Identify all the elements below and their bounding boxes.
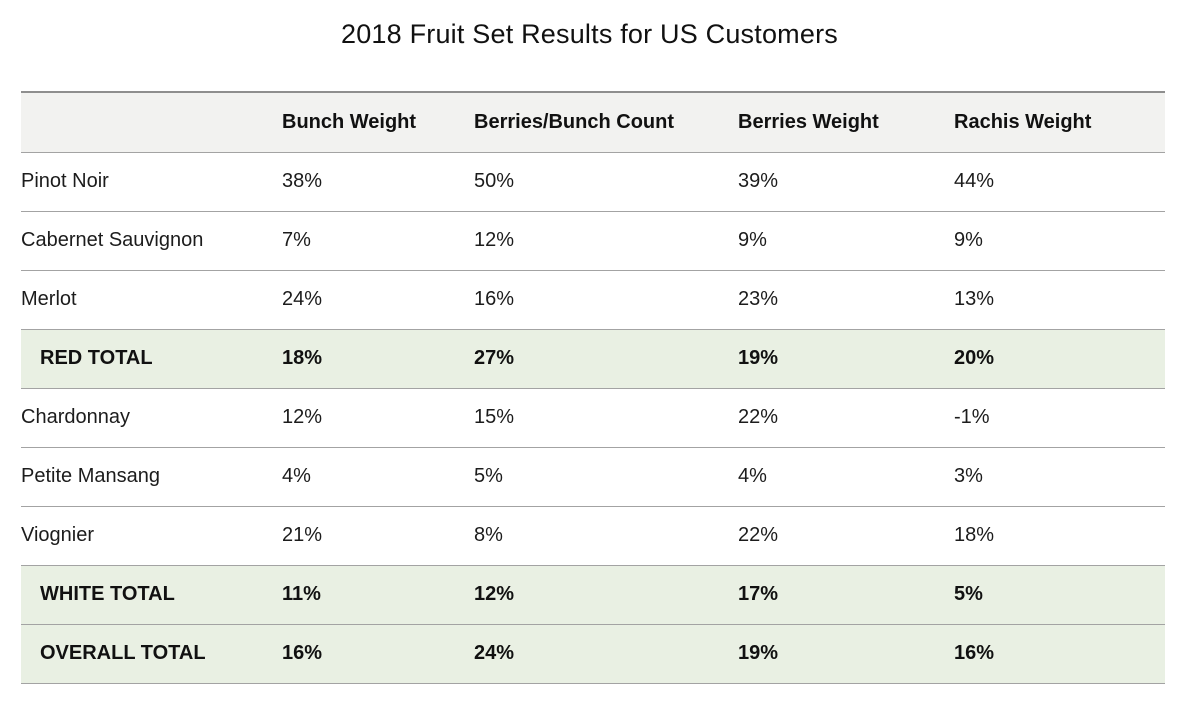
- value-cell: 4%: [738, 447, 954, 507]
- value-cell: 12%: [474, 211, 738, 271]
- value-cell: 13%: [954, 270, 1165, 330]
- value-cell: 38%: [282, 152, 474, 212]
- value-cell: 16%: [474, 270, 738, 330]
- table-row: Merlot 24% 16% 23% 13%: [21, 270, 1165, 330]
- row-label: Petite Mansang: [21, 447, 282, 507]
- row-label: Chardonnay: [21, 388, 282, 448]
- value-cell: 17%: [738, 565, 954, 625]
- table-header-row: Bunch Weight Berries/Bunch Count Berries…: [21, 91, 1165, 153]
- value-cell: 8%: [474, 506, 738, 566]
- value-cell: 18%: [282, 329, 474, 389]
- results-table: Bunch Weight Berries/Bunch Count Berries…: [21, 91, 1165, 684]
- value-cell: 4%: [282, 447, 474, 507]
- value-cell: 50%: [474, 152, 738, 212]
- row-label: Cabernet Sauvignon: [21, 211, 282, 271]
- value-cell: 12%: [282, 388, 474, 448]
- value-cell: 22%: [738, 506, 954, 566]
- value-cell: 24%: [282, 270, 474, 330]
- row-label: RED TOTAL: [21, 329, 282, 389]
- row-label: Viognier: [21, 506, 282, 566]
- value-cell: 23%: [738, 270, 954, 330]
- row-label: Merlot: [21, 270, 282, 330]
- value-cell: 27%: [474, 329, 738, 389]
- value-cell: 39%: [738, 152, 954, 212]
- row-label: OVERALL TOTAL: [21, 624, 282, 684]
- table-body: Pinot Noir 38% 50% 39% 44% Cabernet Sauvignon…: [21, 152, 1165, 684]
- value-cell: 19%: [738, 329, 954, 389]
- value-cell: 20%: [954, 329, 1165, 389]
- value-cell: 7%: [282, 211, 474, 271]
- value-cell: 16%: [282, 624, 474, 684]
- value-cell: 3%: [954, 447, 1165, 507]
- column-header-berries-bunch-count: Berries/Bunch Count: [474, 91, 738, 153]
- column-header-bunch-weight: Bunch Weight: [282, 91, 474, 153]
- page-title: 2018 Fruit Set Results for US Customers: [341, 19, 838, 49]
- value-cell: 12%: [474, 565, 738, 625]
- total-row: RED TOTAL 18% 27% 19% 20%: [21, 329, 1165, 389]
- table-row: Petite Mansang 4% 5% 4% 3%: [21, 447, 1165, 507]
- value-cell: 19%: [738, 624, 954, 684]
- total-row: WHITE TOTAL 11% 12% 17% 5%: [21, 565, 1165, 625]
- column-header-rachis-weight: Rachis Weight: [954, 91, 1165, 153]
- table-row: Cabernet Sauvignon 7% 12% 9% 9%: [21, 211, 1165, 271]
- table-row: Pinot Noir 38% 50% 39% 44%: [21, 152, 1165, 212]
- value-cell: 22%: [738, 388, 954, 448]
- column-header-variety: [21, 91, 282, 153]
- value-cell: 21%: [282, 506, 474, 566]
- value-cell: 16%: [954, 624, 1165, 684]
- value-cell: 5%: [954, 565, 1165, 625]
- value-cell: 24%: [474, 624, 738, 684]
- value-cell: 5%: [474, 447, 738, 507]
- value-cell: 9%: [954, 211, 1165, 271]
- value-cell: -1%: [954, 388, 1165, 448]
- value-cell: 11%: [282, 565, 474, 625]
- value-cell: 9%: [738, 211, 954, 271]
- value-cell: 44%: [954, 152, 1165, 212]
- table-row: Viognier 21% 8% 22% 18%: [21, 506, 1165, 566]
- row-label: Pinot Noir: [21, 152, 282, 212]
- table-row: Chardonnay 12% 15% 22% -1%: [21, 388, 1165, 448]
- row-label: WHITE TOTAL: [21, 565, 282, 625]
- value-cell: 15%: [474, 388, 738, 448]
- column-header-berries-weight: Berries Weight: [738, 91, 954, 153]
- total-row: OVERALL TOTAL 16% 24% 19% 16%: [21, 624, 1165, 684]
- value-cell: 18%: [954, 506, 1165, 566]
